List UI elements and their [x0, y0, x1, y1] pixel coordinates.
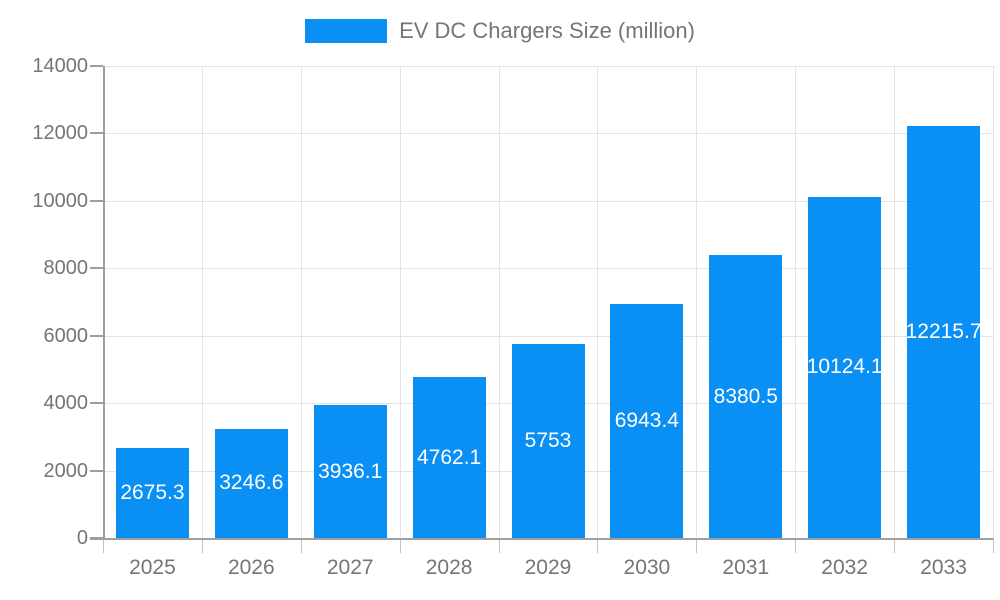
legend-swatch — [305, 19, 388, 43]
x-tick-label: 2025 — [129, 556, 176, 579]
legend: EV DC Chargers Size (million) — [0, 18, 1000, 44]
bar[interactable]: 2675.3 — [115, 447, 189, 538]
x-gridline — [399, 66, 401, 538]
x-axis-tick — [498, 538, 500, 553]
x-axis-tick — [795, 538, 797, 553]
x-axis-tick — [597, 538, 599, 553]
bar-value-label: 8380.5 — [713, 384, 778, 408]
y-axis-tick — [90, 402, 103, 405]
y-axis-tick — [90, 334, 103, 337]
x-gridline — [498, 66, 500, 538]
legend-label: EV DC Chargers Size (million) — [399, 18, 695, 43]
bar[interactable]: 3936.1 — [313, 405, 387, 538]
y-tick-label: 0 — [76, 527, 88, 549]
y-axis-tick — [90, 199, 103, 202]
y-tick-label: 2000 — [43, 459, 89, 482]
bar[interactable]: 6943.4 — [610, 303, 684, 538]
bar-value-label: 10124.1 — [808, 355, 882, 379]
bar[interactable]: 12215.7 — [907, 126, 981, 538]
x-gridline — [696, 66, 698, 538]
x-gridline — [894, 66, 896, 538]
legend-item[interactable]: EV DC Chargers Size (million) — [305, 18, 695, 44]
y-axis-tick — [90, 267, 103, 270]
x-gridline — [300, 66, 302, 538]
y-axis-tick — [90, 65, 103, 67]
x-axis-tick — [399, 538, 401, 553]
x-gridline — [597, 66, 599, 538]
y-gridline — [103, 66, 993, 67]
y-axis-line — [103, 66, 105, 538]
bar-value-label: 3246.6 — [219, 471, 284, 495]
x-axis-tick — [300, 538, 302, 553]
y-tick-label: 14000 — [32, 55, 88, 77]
x-tick-label: 2031 — [722, 556, 770, 579]
bar-value-label: 6943.4 — [614, 408, 679, 432]
bar-value-label: 5753 — [524, 429, 572, 452]
bar[interactable]: 5753 — [511, 344, 585, 538]
bar[interactable]: 10124.1 — [808, 196, 882, 538]
y-tick-label: 8000 — [43, 257, 89, 280]
bar[interactable]: 4762.1 — [412, 377, 486, 538]
x-tick-label: 2033 — [920, 556, 967, 579]
y-gridline — [103, 200, 993, 202]
x-axis-tick — [894, 538, 896, 553]
bar-value-label: 4762.1 — [416, 445, 482, 469]
y-gridline — [103, 335, 993, 337]
x-gridline — [795, 66, 797, 538]
x-tick-label: 2030 — [623, 556, 671, 579]
x-tick-label: 2029 — [524, 556, 572, 579]
y-tick-label: 4000 — [43, 392, 89, 415]
bar-value-label: 2675.3 — [120, 480, 185, 504]
bar-value-label: 12215.7 — [907, 320, 981, 344]
bar[interactable]: 3246.6 — [214, 428, 288, 538]
y-axis-tick — [90, 469, 103, 472]
x-axis-tick — [103, 538, 104, 553]
x-tick-label: 2032 — [821, 556, 869, 579]
x-axis-tick — [696, 538, 698, 553]
y-gridline — [103, 268, 993, 270]
x-axis-tick — [201, 538, 203, 553]
y-gridline — [103, 133, 993, 135]
x-tick-label: 2027 — [326, 556, 374, 579]
x-gridline — [201, 66, 203, 538]
x-axis-line — [90, 538, 993, 540]
x-tick-label: 2028 — [425, 556, 473, 579]
x-gridline — [993, 66, 994, 538]
y-axis-tick — [90, 132, 103, 135]
x-axis-tick — [993, 538, 994, 553]
bar[interactable]: 8380.5 — [709, 255, 783, 538]
y-tick-label: 12000 — [32, 122, 88, 145]
y-tick-label: 6000 — [43, 324, 89, 347]
y-tick-label: 10000 — [32, 189, 88, 212]
x-tick-label: 2026 — [227, 556, 275, 579]
bar-value-label: 3936.1 — [318, 459, 383, 483]
